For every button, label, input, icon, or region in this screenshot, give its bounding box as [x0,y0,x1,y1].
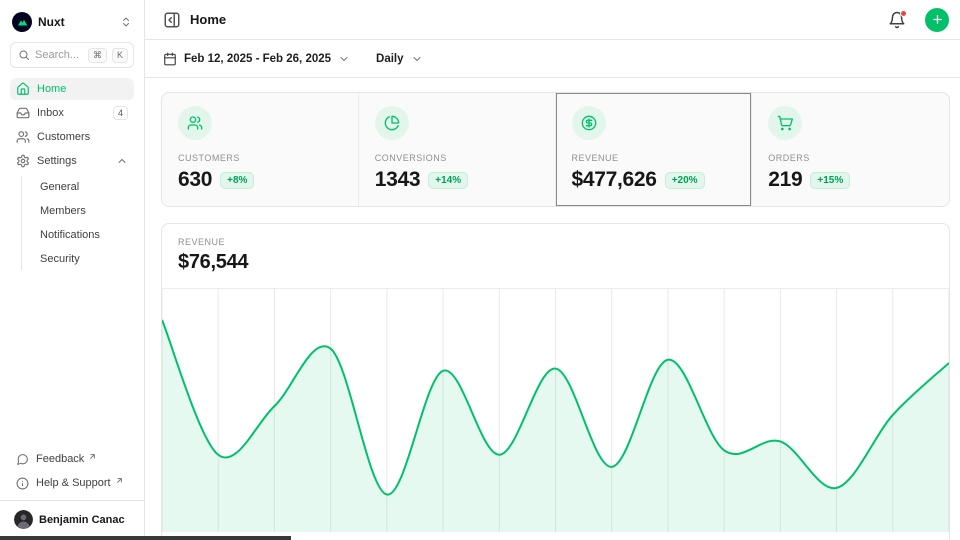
stat-label: ORDERS [768,153,933,163]
gear-icon [16,154,30,168]
add-button[interactable] [925,8,949,32]
users-icon [16,130,30,144]
users-icon [178,106,212,140]
notifications-bell-icon[interactable] [888,11,906,29]
chart-title: REVENUE [178,237,933,247]
sidebar-item-label: Home [37,83,128,95]
user-menu-button[interactable]: Benjamin Canac [10,507,134,532]
stat-card-customers[interactable]: CUSTOMERS 630 +8% [162,93,359,206]
stat-value: 630 [178,168,212,192]
search-input[interactable]: Search... ⌘ K [10,42,134,68]
external-link-icon [115,476,124,485]
sidebar-item-label: Settings [37,155,109,167]
stat-value: 1343 [375,168,421,192]
stat-delta-badge: +15% [810,172,850,189]
inbox-icon [16,106,30,120]
sidebar-item-settings[interactable]: Settings [10,150,134,172]
chevron-down-icon [338,53,350,65]
stat-value: $477,626 [572,168,657,192]
search-placeholder: Search... [35,49,83,61]
kbd-meta: ⌘ [88,48,107,63]
info-circle-icon [16,477,29,490]
stat-value: 219 [768,168,802,192]
kbd-k: K [112,48,128,63]
settings-sub-menu: GeneralMembersNotificationsSecurity [21,176,134,270]
filters-toolbar: Feb 12, 2025 - Feb 26, 2025 Daily [145,40,960,78]
user-avatar [14,510,33,529]
revenue-chart-card: REVENUE $76,544 14 Feb16 Feb18 Feb20 Feb… [161,223,950,540]
sidebar-item-home[interactable]: Home [10,78,134,100]
date-range-label: Feb 12, 2025 - Feb 26, 2025 [184,53,331,65]
sidebar-nav: Home Inbox 4 Customers Settings GeneralM… [10,78,134,272]
sidebar-link-help-support[interactable]: Help & Support [10,472,134,494]
user-name: Benjamin Canac [39,514,125,526]
chat-bubble-icon [16,453,29,466]
external-link-icon [88,452,97,461]
plus-icon [931,13,944,26]
stat-delta-badge: +8% [220,172,254,189]
sidebar-sub-item-notifications[interactable]: Notifications [34,224,134,246]
sidebar-user-section: Benjamin Canac [0,500,144,534]
notification-dot [900,10,907,17]
main-area: Home Feb 12, 2025 - Feb 26, 2025 [145,0,960,540]
workspace-name: Nuxt [38,15,114,29]
sidebar-sub-item-security[interactable]: Security [34,248,134,270]
circle-dollar-icon [572,106,606,140]
nuxt-logo-icon [12,12,32,32]
revenue-area-chart[interactable]: 14 Feb16 Feb18 Feb20 Feb22 Feb24 Feb [162,288,949,540]
dashboard-app: Nuxt Search... ⌘ K Home Inbox 4 Customer… [0,0,960,540]
stat-label: CONVERSIONS [375,153,539,163]
topbar: Home [145,0,960,40]
screen-edge-artifact [0,536,291,540]
sidebar-link-feedback[interactable]: Feedback [10,448,134,470]
stat-label: CUSTOMERS [178,153,342,163]
stat-card-conversions[interactable]: CONVERSIONS 1343 +14% [359,93,556,206]
stats-row: CUSTOMERS 630 +8% CONVERSIONS 1343 +14% … [161,92,950,207]
date-range-picker[interactable]: Feb 12, 2025 - Feb 26, 2025 [163,52,350,66]
sidebar-footer-links: Feedback Help & Support [10,448,134,500]
sidebar: Nuxt Search... ⌘ K Home Inbox 4 Customer… [0,0,145,540]
chart-pie-icon [375,106,409,140]
granularity-label: Daily [376,53,404,65]
chevron-up-icon [116,155,128,167]
granularity-select[interactable]: Daily [376,53,423,65]
sidebar-item-inbox[interactable]: Inbox 4 [10,102,134,124]
chart-header: REVENUE $76,544 [162,224,949,288]
dashboard-content: CUSTOMERS 630 +8% CONVERSIONS 1343 +14% … [145,78,960,540]
footer-link-label: Help & Support [36,477,111,489]
stat-card-orders[interactable]: ORDERS 219 +15% [752,93,949,206]
sidebar-item-label: Inbox [37,107,106,119]
sidebar-item-customers[interactable]: Customers [10,126,134,148]
inbox-count-badge: 4 [113,106,128,120]
workspace-selector[interactable]: Nuxt [10,8,134,40]
stat-delta-badge: +20% [665,172,705,189]
sidebar-collapse-icon[interactable] [163,11,181,29]
search-icon [18,49,30,61]
shopping-cart-icon [768,106,802,140]
footer-link-label: Feedback [36,453,84,465]
home-icon [16,82,30,96]
chart-current-value: $76,544 [178,251,933,274]
chevron-down-icon [411,53,423,65]
sidebar-sub-item-members[interactable]: Members [34,200,134,222]
sidebar-sub-item-general[interactable]: General [34,176,134,198]
chevrons-up-down-icon [120,16,132,28]
calendar-icon [163,52,177,66]
sidebar-item-label: Customers [37,131,128,143]
page-title: Home [190,12,879,27]
stat-label: REVENUE [572,153,736,163]
stat-card-revenue[interactable]: REVENUE $477,626 +20% [556,93,753,206]
stat-delta-badge: +14% [428,172,468,189]
